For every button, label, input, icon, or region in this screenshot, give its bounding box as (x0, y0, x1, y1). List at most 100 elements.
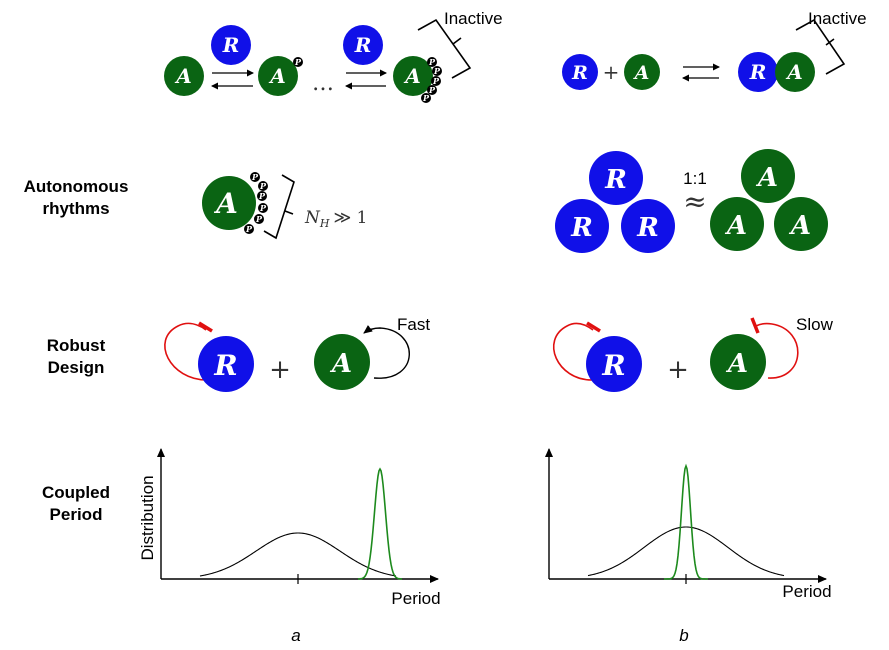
slow-label: Slow (796, 315, 834, 334)
inhibition-bar (586, 321, 601, 333)
repressor-circle (738, 52, 778, 92)
activator-letter: A (725, 349, 748, 379)
activator-letter: A (788, 211, 811, 241)
svg-text:P: P (422, 93, 430, 103)
distribution-plot-a: Distribution Period a (138, 448, 441, 645)
x-axis-label: Period (391, 589, 440, 608)
svg-text:P: P (432, 76, 440, 86)
phospho-site (293, 57, 303, 67)
svg-text:P: P (245, 224, 253, 234)
row3-robust-design: Robust Design R + A Fast R + A Slow (47, 315, 834, 392)
row1-left-reaction: A R A P … R A P P P P P Inactive (164, 9, 503, 103)
repressor-letter: R (571, 62, 588, 84)
nh-brace (263, 174, 295, 240)
row2-autonomous-rhythms: Autonomous rhythms A P P P P P P NH ≫ 1 R… (24, 149, 828, 253)
row-label-robust: Robust (47, 336, 106, 355)
repressor-letter: R (222, 33, 240, 57)
row1-right-reaction: R + A R A Inactive (562, 9, 867, 92)
activator-circle (624, 54, 660, 90)
phospho-sites: P P P P P (421, 57, 442, 103)
row-label-period: Period (50, 505, 103, 524)
activator-circle (164, 56, 204, 96)
self-activation-arc (363, 325, 410, 379)
activator-letter: A (329, 349, 352, 379)
self-inhibition-arc (164, 322, 208, 381)
wide-distribution-curve (199, 532, 397, 577)
repressor-circle (586, 336, 642, 392)
nh-brace-tick (284, 210, 294, 215)
repressor-letter: R (213, 349, 237, 382)
activator-letter: A (403, 64, 421, 88)
narrow-distribution-curve (664, 463, 708, 580)
repressor-letter: R (636, 213, 659, 243)
distribution-plot-b: Period b (545, 448, 832, 645)
svg-text:P: P (258, 191, 266, 201)
self-inhibition-arc-activator (755, 322, 799, 379)
inactive-label: Inactive (808, 9, 867, 28)
svg-text:P: P (259, 203, 267, 213)
inactive-bracket-tick (452, 37, 462, 45)
phospho-letter: P (294, 57, 302, 67)
activator-letter: A (213, 187, 238, 220)
activator-circle (775, 52, 815, 92)
row-label-coupled: Coupled (42, 483, 110, 502)
y-axis-label: Distribution (138, 475, 157, 560)
svg-text:P: P (251, 172, 259, 182)
panel-caption-a: a (291, 626, 300, 645)
activator-circle (393, 56, 433, 96)
activator-circle (314, 334, 370, 390)
repressor-letter: R (749, 60, 767, 84)
repressor-circle (211, 25, 251, 65)
activator-circle (710, 197, 764, 251)
phospho-sites: P P P P P P (244, 172, 268, 234)
row4-coupled-period: Coupled Period Distribution Period a Per… (42, 448, 832, 645)
repressor-letter: R (604, 165, 627, 195)
fast-label: Fast (397, 315, 430, 334)
svg-text:P: P (428, 57, 436, 67)
ellipsis: … (312, 71, 334, 96)
plus-sign: + (667, 355, 689, 385)
narrow-distribution-curve (357, 467, 403, 580)
nh-relation: NH ≫ 1 (304, 208, 368, 230)
ratio-label: 1:1 (683, 169, 707, 188)
wide-distribution-curve (587, 526, 785, 577)
svg-text:P: P (433, 66, 441, 76)
svg-text:P: P (259, 181, 267, 191)
repressor-letter: R (354, 33, 372, 57)
x-axis-label: Period (782, 582, 831, 601)
plus-sign: + (603, 60, 620, 84)
activator-letter: A (174, 64, 192, 88)
repressor-circle (343, 25, 383, 65)
activator-letter: A (268, 64, 286, 88)
row-label-autonomous: Autonomous (24, 177, 129, 196)
svg-text:P: P (255, 214, 263, 224)
repressor-circle (589, 151, 643, 205)
activator-letter: A (724, 211, 747, 241)
repressor-circle (555, 199, 609, 253)
repressor-circle (198, 336, 254, 392)
inhibition-bar (750, 317, 760, 334)
panel-caption-b: b (679, 626, 688, 645)
activator-circle (202, 176, 256, 230)
repressor-letter: R (570, 213, 593, 243)
inactive-bracket-tick (825, 38, 835, 46)
activator-circle (741, 149, 795, 203)
activator-letter: A (633, 62, 650, 84)
repressor-letter: R (601, 349, 625, 382)
activator-circle (710, 334, 766, 390)
activator-circle (258, 56, 298, 96)
activator-letter: A (755, 163, 778, 193)
inhibition-bar (198, 321, 213, 333)
plus-sign: + (269, 355, 291, 385)
svg-text:P: P (428, 85, 436, 95)
approx-sign: ≈ (683, 185, 706, 218)
row-label-rhythms: rhythms (42, 199, 109, 218)
activator-letter: A (785, 60, 803, 84)
activator-circle (774, 197, 828, 251)
inactive-label: Inactive (444, 9, 503, 28)
repressor-circle (621, 199, 675, 253)
row-label-design: Design (48, 358, 105, 377)
repressor-circle (562, 54, 598, 90)
self-inhibition-arc (552, 322, 594, 381)
